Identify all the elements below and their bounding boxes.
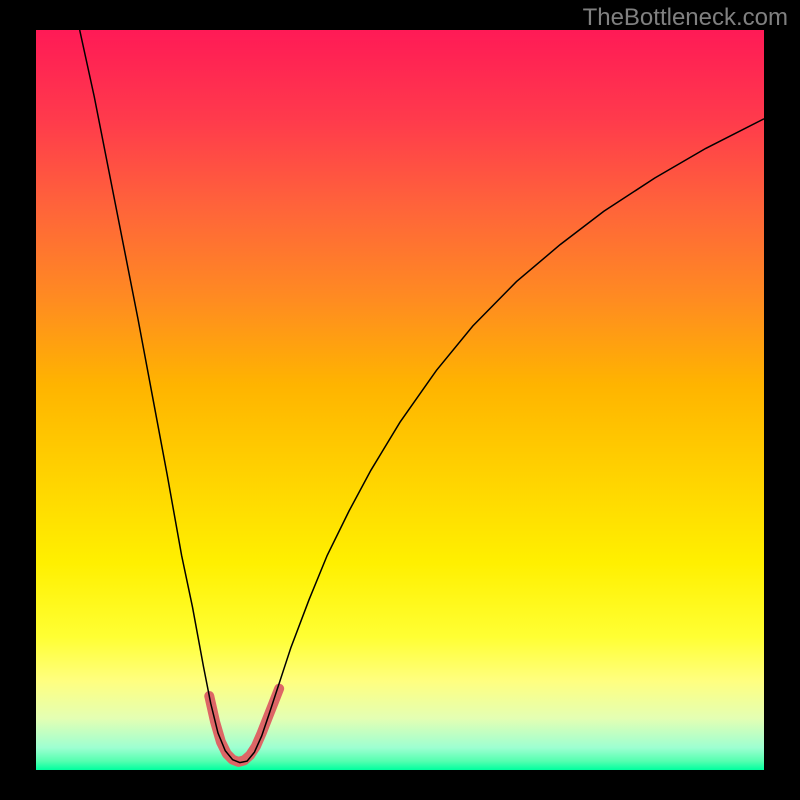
chart-container: TheBottleneck.com	[0, 0, 800, 800]
watermark-text: TheBottleneck.com	[583, 4, 788, 32]
chart-svg	[0, 0, 800, 800]
